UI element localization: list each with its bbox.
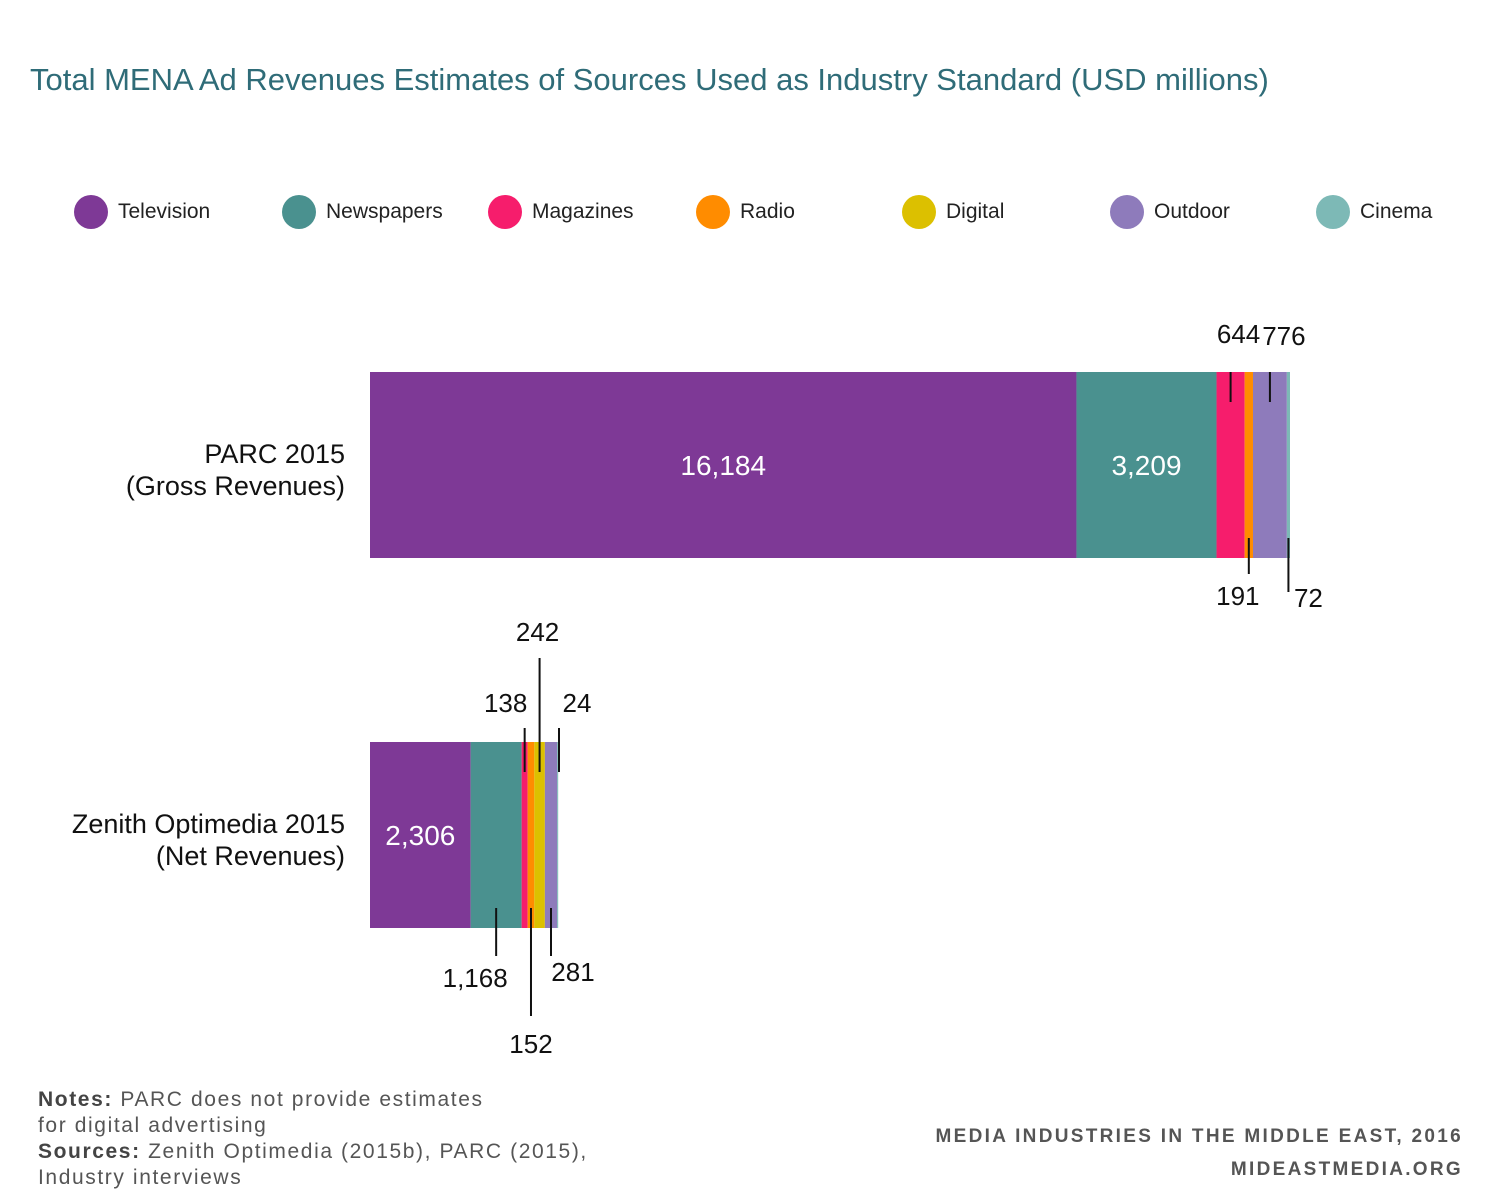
row-label-zenith-line1: Zenith Optimedia 2015 <box>71 809 345 839</box>
footer-credit: MEDIA INDUSTRIES IN THE MIDDLE EAST, 201… <box>936 1120 1464 1186</box>
bar-parc-radio <box>1244 372 1253 558</box>
bar-zenith-outdoor <box>544 742 558 928</box>
legend-swatch-radio <box>696 195 730 229</box>
chart-title: Total MENA Ad Revenues Estimates of Sour… <box>30 62 1269 97</box>
legend-label-cinema: Cinema <box>1360 200 1433 223</box>
legend-item-newspapers: Newspapers <box>282 192 443 232</box>
row-label-parc-line1: PARC 2015 <box>204 439 345 469</box>
row-label-zenith: Zenith Optimedia 2015 (Net Revenues) <box>72 808 345 872</box>
bar-zenith-magazines <box>521 742 528 928</box>
legend-item-digital: Digital <box>902 192 1004 232</box>
data-label-parc-cinema: 72 <box>1294 583 1323 613</box>
sources-text-2: Industry interviews <box>38 1166 243 1189</box>
data-label-zenith-newspapers: 1,168 <box>443 963 508 993</box>
footer-notes: Notes: PARC does not provide estimates f… <box>38 1087 588 1191</box>
sources-text: Zenith Optimedia (2015b), PARC (2015), <box>148 1140 588 1163</box>
data-label-zenith-digital: 242 <box>516 617 559 647</box>
legend-swatch-cinema <box>1316 195 1350 229</box>
bar-zenith-radio <box>527 742 535 928</box>
data-label-parc-radio: 191 <box>1216 581 1259 611</box>
bar-parc-cinema <box>1286 372 1290 558</box>
notes-line: Notes: PARC does not provide estimates <box>38 1087 588 1113</box>
data-label-zenith-television: 2,306 <box>385 820 455 851</box>
bar-zenith-digital <box>534 742 545 928</box>
legend-item-cinema: Cinema <box>1316 192 1432 232</box>
legend-label-outdoor: Outdoor <box>1154 200 1230 223</box>
legend-label-magazines: Magazines <box>532 200 634 223</box>
legend-label-digital: Digital <box>946 200 1005 223</box>
publication-name: MEDIA INDUSTRIES IN THE MIDDLE EAST, 201… <box>935 1126 1463 1147</box>
data-label-parc-television: 16,184 <box>680 450 766 481</box>
legend-swatch-outdoor <box>1110 195 1144 229</box>
website: MIDEASTMEDIA.ORG <box>1230 1159 1463 1180</box>
legend-item-radio: Radio <box>696 192 795 232</box>
data-label-parc-newspapers: 3,209 <box>1111 450 1181 481</box>
legend-swatch-digital <box>902 195 936 229</box>
chart-legend: Television Newspapers Magazines Radio Di… <box>0 192 1500 232</box>
legend-item-magazines: Magazines <box>488 192 634 232</box>
data-label-zenith-cinema: 24 <box>563 688 592 718</box>
bar-parc-magazines <box>1216 372 1245 558</box>
data-label-parc-outdoor: 776 <box>1262 321 1305 351</box>
legend-item-television: Television <box>74 192 210 232</box>
row-label-zenith-line2: (Net Revenues) <box>155 841 345 871</box>
sources-line: Sources: Zenith Optimedia (2015b), PARC … <box>38 1139 588 1165</box>
bar-parc-newspapers <box>1076 372 1217 558</box>
legend-label-radio: Radio <box>740 200 795 223</box>
legend-label-television: Television <box>118 200 211 223</box>
notes-label: Notes: <box>38 1088 113 1111</box>
bar-zenith-newspapers <box>470 742 522 928</box>
row-label-parc-line2: (Gross Revenues) <box>125 471 345 501</box>
legend-swatch-magazines <box>488 195 522 229</box>
row-label-parc: PARC 2015 (Gross Revenues) <box>126 438 345 502</box>
bar-parc-outdoor <box>1252 372 1287 558</box>
data-label-parc-magazines: 644 <box>1217 319 1260 349</box>
notes-text-2: for digital advertising <box>38 1114 268 1137</box>
notes-text: PARC does not provide estimates <box>120 1088 484 1111</box>
sources-label: Sources: <box>38 1140 141 1163</box>
data-label-zenith-magazines: 138 <box>484 688 527 718</box>
bar-parc-television <box>370 372 1077 558</box>
legend-swatch-newspapers <box>282 195 316 229</box>
bar-zenith-cinema <box>557 742 559 928</box>
legend-label-newspapers: Newspapers <box>326 200 443 223</box>
data-label-zenith-outdoor: 281 <box>551 957 594 987</box>
legend-swatch-television <box>74 195 108 229</box>
data-label-zenith-radio: 152 <box>509 1029 552 1059</box>
bar-zenith-television <box>370 742 471 928</box>
legend-item-outdoor: Outdoor <box>1110 192 1230 232</box>
